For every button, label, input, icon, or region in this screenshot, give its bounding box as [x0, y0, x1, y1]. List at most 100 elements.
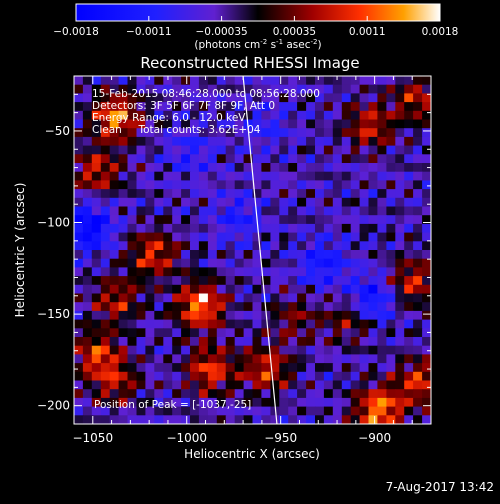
- heatmap-cell: [100, 354, 111, 364]
- heatmap-cell: [91, 363, 102, 373]
- heatmap-cell: [368, 145, 379, 155]
- heatmap-cell: [404, 215, 414, 225]
- heatmap-cell: [91, 197, 102, 208]
- heatmap-cell: [395, 267, 405, 277]
- heatmap-cell: [225, 363, 236, 373]
- heatmap-cell: [225, 84, 236, 94]
- heatmap-cell: [163, 223, 173, 234]
- heatmap-cell: [136, 102, 147, 112]
- heatmap-cell: [136, 328, 147, 338]
- heatmap-cell: [181, 223, 191, 234]
- heatmap-cell: [100, 258, 111, 268]
- heatmap-cell: [297, 415, 307, 424]
- heatmap-cell: [190, 354, 200, 364]
- heatmap-cell: [261, 163, 271, 173]
- heatmap-cell: [234, 345, 245, 355]
- heatmap-cell: [225, 76, 236, 86]
- heatmap-cell: [377, 345, 387, 355]
- heatmap-cell: [190, 345, 200, 355]
- heatmap-cell: [172, 136, 182, 147]
- heatmap-cell: [109, 145, 120, 155]
- heatmap-cell: [118, 337, 129, 347]
- heatmap-cell: [154, 258, 164, 268]
- timestamp: 7-Aug-2017 13:42: [385, 480, 494, 494]
- heatmap-cell: [306, 119, 316, 129]
- heatmap-cell: [136, 145, 147, 155]
- heatmap-cell: [74, 102, 84, 112]
- heatmap-cell: [359, 389, 370, 399]
- heatmap-cell: [190, 241, 200, 251]
- heatmap-cell: [252, 197, 263, 208]
- heatmap-cell: [386, 145, 396, 155]
- heatmap-cell: [252, 345, 263, 355]
- heatmap-cell: [431, 267, 441, 276]
- heatmap-cell: [386, 345, 396, 355]
- heatmap-cell: [127, 380, 138, 390]
- heatmap-cell: [368, 241, 379, 251]
- heatmap-cell: [190, 363, 200, 373]
- heatmap-cell: [306, 250, 316, 260]
- heatmap-cell: [359, 284, 370, 295]
- heatmap-cell: [261, 119, 271, 129]
- heatmap-cell: [297, 267, 307, 277]
- heatmap-cell: [279, 128, 289, 138]
- heatmap-cell: [190, 171, 200, 181]
- heatmap-cell: [234, 389, 245, 399]
- heatmap-cell: [368, 337, 379, 347]
- heatmap-cell: [243, 267, 254, 277]
- heatmap-cell: [118, 258, 129, 268]
- heatmap-cell: [368, 110, 379, 121]
- heatmap-cell: [395, 284, 405, 295]
- heatmap-cell: [82, 241, 93, 251]
- heatmap-cell: [154, 406, 164, 416]
- heatmap-cell: [288, 363, 298, 373]
- heatmap-cell: [225, 163, 236, 173]
- heatmap-cell: [252, 380, 263, 390]
- heatmap-cell: [198, 284, 209, 295]
- heatmap-cell: [225, 110, 236, 121]
- heatmap-cell: [359, 76, 370, 86]
- heatmap-cell: [377, 310, 387, 321]
- heatmap-cell: [306, 145, 316, 155]
- heatmap-cell: [306, 171, 316, 181]
- heatmap-cell: [225, 145, 236, 155]
- heatmap-cell: [270, 93, 280, 103]
- heatmap-cell: [323, 276, 334, 286]
- heatmap-cell: [234, 110, 245, 121]
- heatmap-cell: [127, 371, 138, 382]
- heatmap-cell: [252, 102, 263, 112]
- heatmap-cell: [431, 224, 441, 233]
- heatmap-cell: [270, 189, 280, 199]
- heatmap-cell: [252, 84, 263, 94]
- heatmap-cell: [136, 354, 147, 364]
- heatmap-cell: [350, 180, 361, 190]
- heatmap-cell: [252, 310, 263, 321]
- heatmap-cell: [216, 293, 227, 303]
- heatmap-cell: [306, 110, 316, 121]
- heatmap-cell: [163, 380, 173, 390]
- heatmap-cell: [413, 223, 423, 234]
- heatmap-cell: [82, 232, 93, 242]
- heatmap-cell: [216, 397, 227, 408]
- heatmap-cell: [422, 102, 431, 112]
- heatmap-cell: [368, 328, 379, 338]
- heatmap-cell: [332, 84, 343, 94]
- heatmap-cell: [386, 389, 396, 399]
- heatmap-cell: [395, 206, 405, 216]
- heatmap-cell: [127, 171, 138, 181]
- heatmap-cell: [359, 232, 370, 242]
- heatmap-cell: [288, 406, 298, 416]
- heatmap-cell: [323, 371, 334, 382]
- heatmap-cell: [109, 258, 120, 268]
- heatmap-cell: [315, 84, 325, 94]
- heatmap-cell: [243, 232, 254, 242]
- heatmap-cell: [350, 371, 361, 382]
- heatmap-cell: [323, 136, 334, 147]
- heatmap-cell: [377, 206, 387, 216]
- heatmap-cell: [288, 267, 298, 277]
- heatmap-cell: [422, 363, 431, 373]
- heatmap-cell: [261, 180, 271, 190]
- heatmap-cell: [288, 84, 298, 94]
- heatmap-cell: [297, 163, 307, 173]
